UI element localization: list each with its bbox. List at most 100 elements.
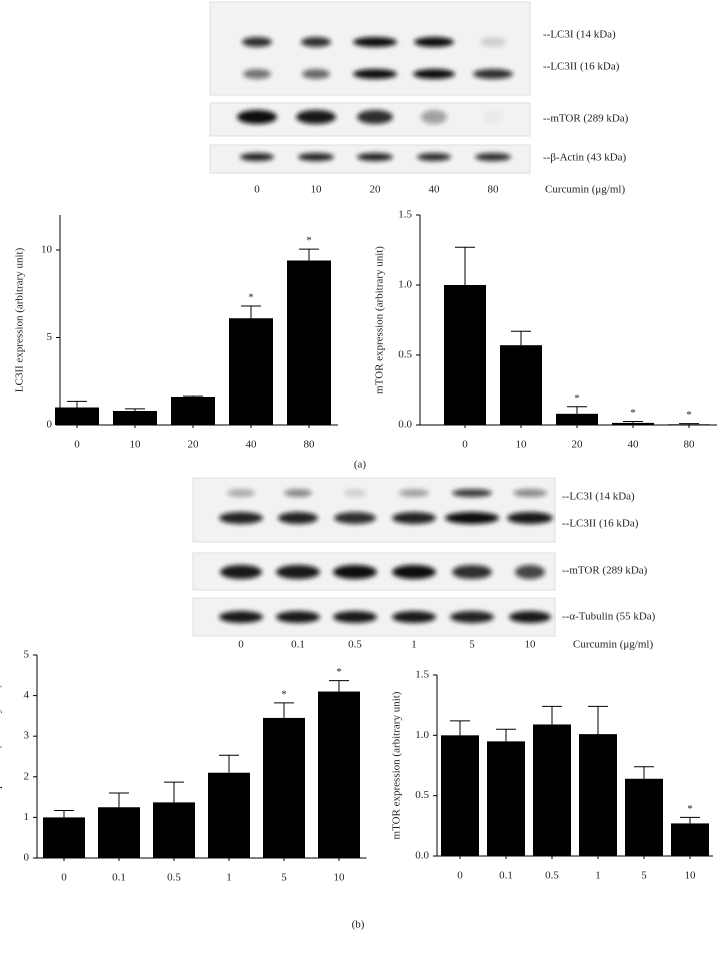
error-bar bbox=[219, 754, 239, 773]
band-label: --mTOR (289 kDa) bbox=[562, 565, 648, 577]
blot-band bbox=[298, 153, 334, 161]
bar bbox=[98, 807, 140, 858]
blot-band bbox=[392, 512, 436, 524]
panel-label: (b) bbox=[352, 919, 365, 931]
x-tick-label: 10 bbox=[130, 439, 142, 451]
error-bar bbox=[623, 421, 643, 423]
blot-panel bbox=[192, 477, 556, 543]
y-tick-label: 1.0 bbox=[415, 729, 429, 741]
blot-band bbox=[333, 565, 377, 579]
bar bbox=[113, 411, 157, 425]
blot-band bbox=[414, 37, 454, 47]
x-tick-label: 5 bbox=[281, 872, 287, 884]
bar bbox=[533, 724, 571, 856]
x-tick-label: 20 bbox=[188, 439, 200, 451]
band-label: --β-Actin (43 kDa) bbox=[543, 152, 627, 164]
significance-mark: * bbox=[248, 292, 254, 304]
x-tick-label: 80 bbox=[304, 439, 316, 451]
lane-label: 10 bbox=[525, 639, 537, 651]
bar bbox=[229, 318, 273, 425]
band-label: --α-Tubulin (55 kDa) bbox=[562, 611, 656, 623]
error-bar bbox=[125, 408, 145, 411]
error-bar bbox=[634, 766, 654, 779]
blot-band bbox=[353, 69, 397, 79]
x-tick-label: 20 bbox=[572, 439, 584, 451]
blot-band bbox=[509, 611, 551, 623]
error-bar bbox=[109, 792, 129, 808]
blot-band bbox=[296, 110, 336, 124]
blot-band bbox=[334, 512, 376, 524]
error-bar bbox=[450, 720, 470, 736]
blot-band bbox=[276, 565, 320, 579]
error-bar bbox=[496, 728, 516, 742]
error-bar bbox=[679, 423, 699, 425]
y-tick-label: 0.5 bbox=[415, 789, 429, 801]
blot-band bbox=[243, 69, 271, 79]
blot-band bbox=[480, 37, 506, 47]
bar bbox=[287, 260, 331, 425]
blot-band bbox=[353, 37, 397, 47]
lane-label: 0 bbox=[238, 639, 244, 651]
x-tick-label: 5 bbox=[641, 870, 647, 882]
bar bbox=[671, 823, 709, 856]
blot-band bbox=[237, 110, 277, 124]
y-tick-label: 3 bbox=[24, 730, 30, 742]
blot-band bbox=[417, 153, 451, 161]
blot-band bbox=[515, 565, 545, 579]
blot-band bbox=[276, 611, 320, 623]
lane-label: 20 bbox=[370, 184, 382, 196]
blot-band bbox=[475, 153, 511, 161]
blot-band bbox=[452, 489, 492, 497]
bar bbox=[444, 285, 486, 425]
bar bbox=[263, 717, 305, 858]
significance-mark: * bbox=[336, 666, 342, 678]
blot-band bbox=[483, 110, 503, 124]
band-label: --mTOR (289 kDa) bbox=[543, 113, 629, 125]
blot-band bbox=[227, 489, 255, 497]
bar bbox=[612, 422, 654, 425]
error-bar bbox=[680, 816, 700, 824]
y-tick-label: 0 bbox=[47, 419, 53, 431]
blot-band bbox=[301, 37, 331, 47]
y-tick-label: 2 bbox=[24, 770, 30, 782]
error-bar bbox=[299, 248, 319, 261]
blot-band bbox=[242, 37, 272, 47]
lane-label: 0.1 bbox=[291, 639, 305, 651]
blot-band bbox=[284, 489, 312, 497]
error-bar bbox=[183, 395, 203, 397]
y-tick-label: 0 bbox=[24, 852, 30, 864]
x-tick-label: 0 bbox=[462, 439, 468, 451]
y-tick-label: 0.0 bbox=[398, 419, 412, 431]
error-bar bbox=[588, 705, 608, 735]
x-tick-label: 0 bbox=[74, 439, 80, 451]
bar bbox=[171, 397, 215, 425]
error-bar bbox=[511, 330, 531, 346]
bar bbox=[556, 413, 598, 425]
treatment-label: Curcumin (μg/ml) bbox=[573, 639, 653, 651]
blot-band bbox=[507, 512, 553, 524]
x-tick-label: 80 bbox=[684, 439, 696, 451]
blot-panel bbox=[209, 1, 531, 96]
y-tick-label: 10 bbox=[41, 244, 53, 256]
significance-mark: * bbox=[281, 688, 287, 700]
y-axis-label: LC3II expression (arbitrary unit) bbox=[14, 247, 26, 392]
blot-band bbox=[513, 489, 547, 497]
y-axis-label: mTOR expression (arbitrary unit) bbox=[374, 246, 386, 394]
bar bbox=[668, 424, 710, 425]
error-bar bbox=[329, 680, 349, 692]
bar bbox=[153, 802, 195, 858]
bar bbox=[625, 778, 663, 856]
blot-band bbox=[392, 565, 436, 579]
y-tick-label: 0.0 bbox=[415, 850, 429, 862]
band-label: --LC3II (16 kDa) bbox=[543, 61, 620, 73]
x-tick-label: 0.5 bbox=[167, 872, 181, 884]
bar bbox=[441, 735, 479, 856]
y-tick-label: 5 bbox=[47, 331, 53, 343]
x-tick-label: 0.1 bbox=[112, 872, 126, 884]
bar bbox=[487, 741, 525, 856]
blot-band bbox=[240, 153, 274, 161]
y-tick-label: 4 bbox=[24, 689, 30, 701]
blot-band bbox=[278, 512, 318, 524]
y-tick-label: 1.5 bbox=[415, 669, 429, 681]
